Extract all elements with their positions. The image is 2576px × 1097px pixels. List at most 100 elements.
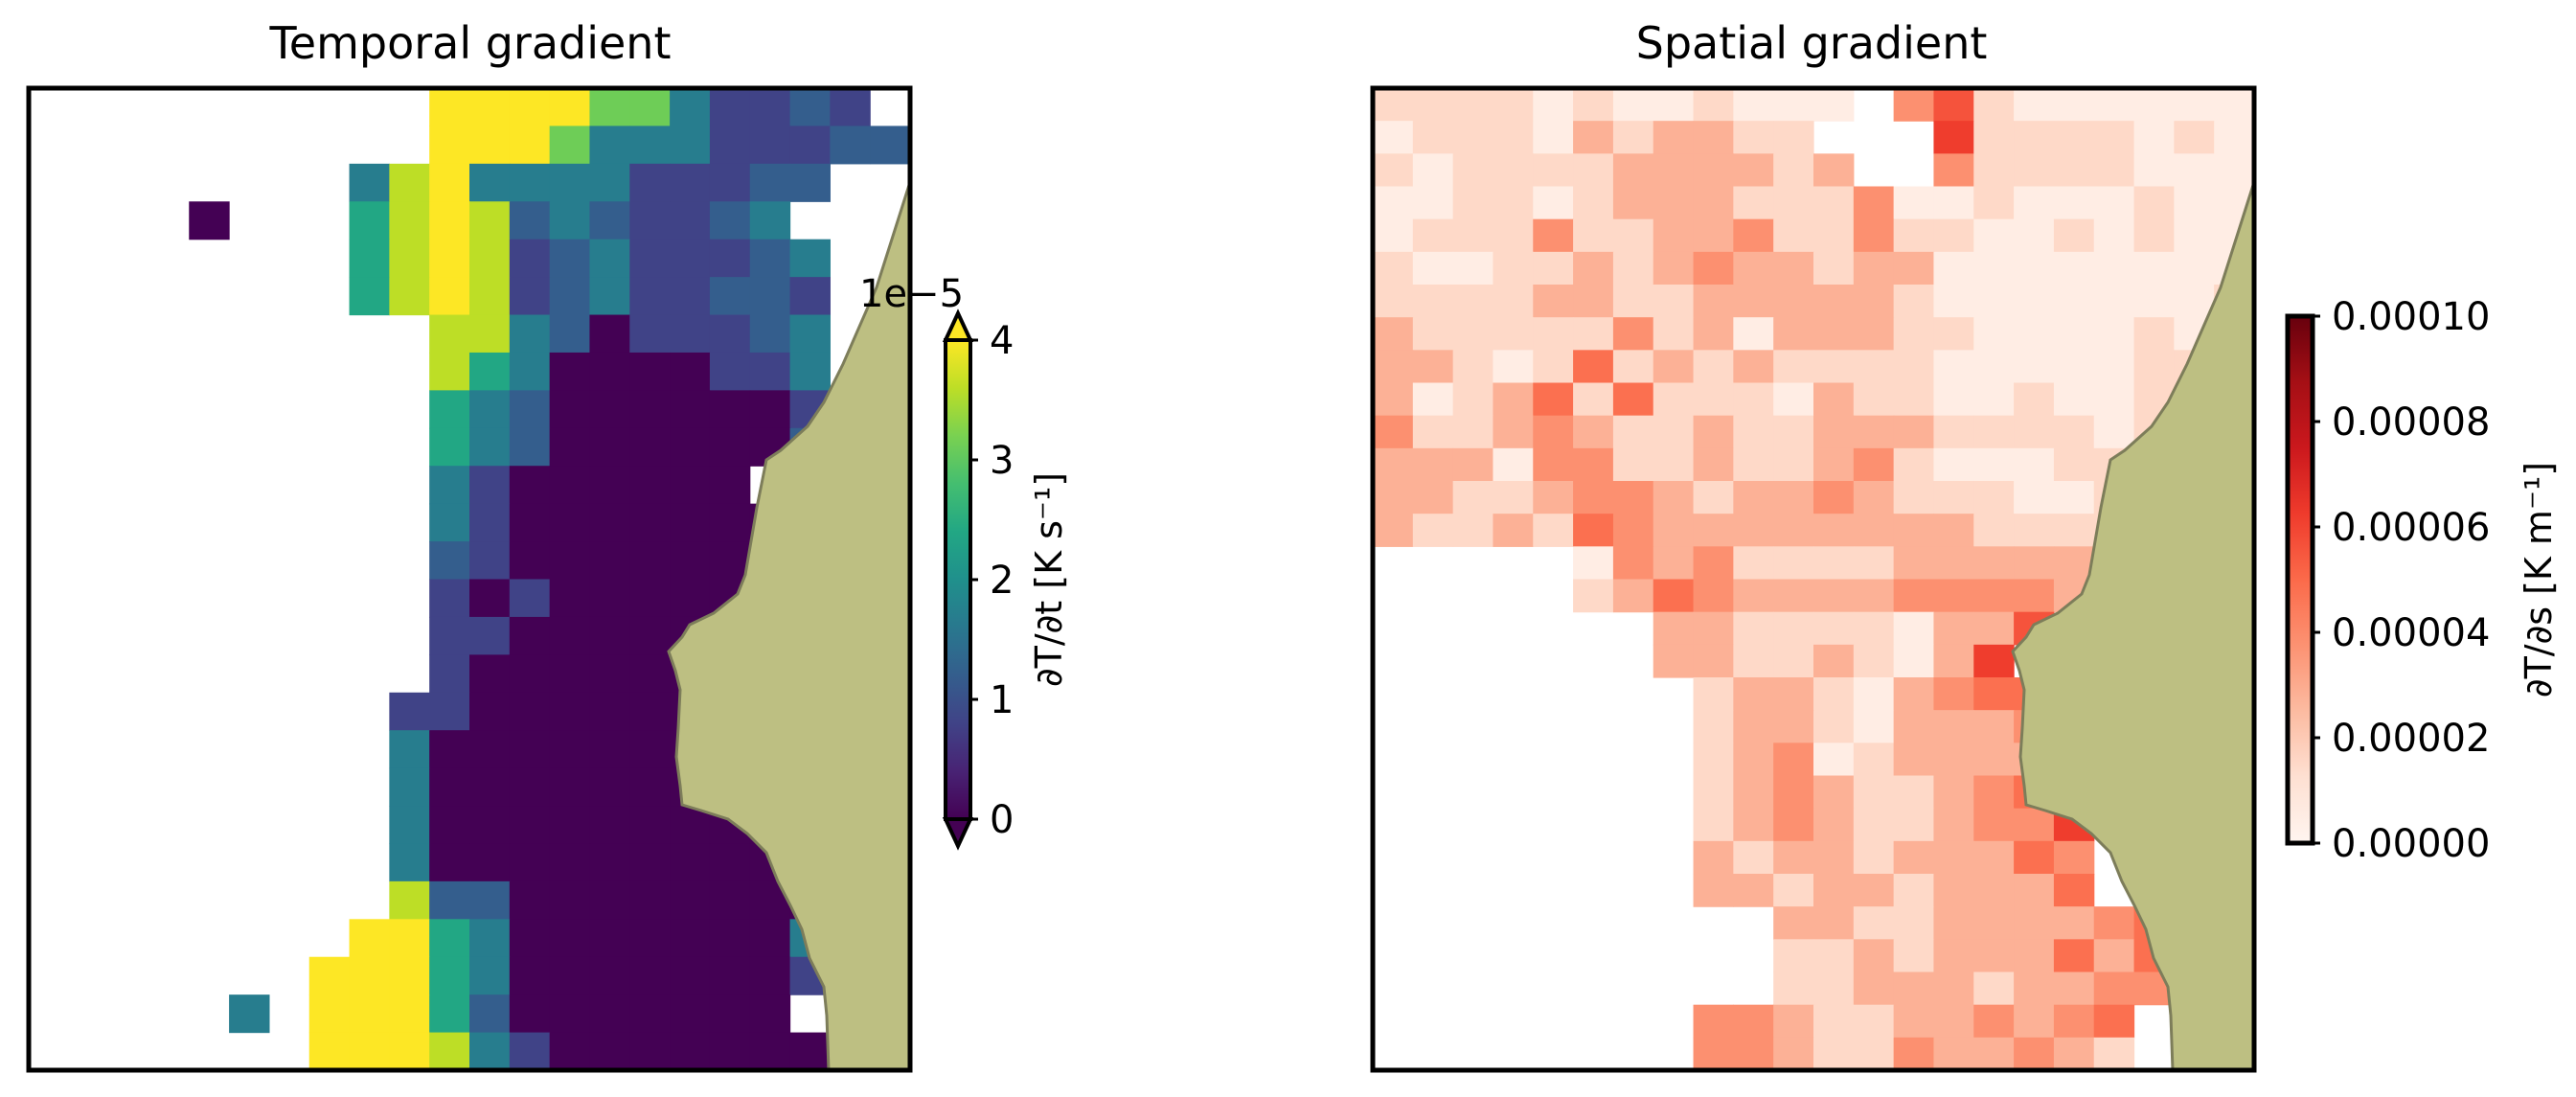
heatmap-cell (1373, 121, 1414, 154)
heatmap-cell (1893, 88, 1935, 122)
heatmap-cell (2014, 579, 2055, 613)
heatmap-cell (429, 692, 470, 731)
heatmap-cell (1493, 317, 1534, 351)
heatmap-cell (1773, 611, 1814, 646)
heatmap-cell (629, 579, 671, 618)
heatmap-cell (589, 466, 630, 505)
heatmap-cell (549, 994, 591, 1034)
heatmap-cell (549, 692, 591, 731)
heatmap-cell (1493, 218, 1534, 253)
heatmap-cell (1973, 285, 2015, 318)
coastline-left (667, 181, 912, 1072)
heatmap-cell (629, 654, 671, 694)
heatmap-cell (1693, 481, 1734, 514)
heatmap-cell (1693, 874, 1734, 907)
heatmap-cell (1373, 186, 1414, 220)
heatmap-cell (1893, 317, 1935, 351)
heatmap-cell (1933, 611, 1974, 646)
heatmap-cell (2174, 218, 2215, 253)
heatmap-cell (749, 277, 791, 316)
colorbar-offset-text: 1e−5 (859, 272, 964, 316)
heatmap-cell (509, 843, 551, 882)
heatmap-cell (469, 692, 511, 731)
heatmap-cell (1813, 382, 1855, 417)
heatmap-cell (469, 239, 511, 278)
heatmap-cell (1773, 447, 1814, 482)
heatmap-cell (1893, 251, 1935, 286)
heatmap-cell (1733, 218, 1774, 253)
heatmap-cell (549, 654, 591, 694)
heatmap-cell (1933, 121, 1974, 154)
heatmap-cell (389, 843, 430, 882)
heatmap-cell (1373, 447, 1414, 482)
heatmap-cell (349, 956, 390, 995)
heatmap-cell (1973, 710, 2015, 743)
heatmap-cell (1973, 415, 2015, 449)
heatmap-cell (1693, 350, 1734, 384)
heatmap-cell (1693, 153, 1734, 188)
heatmap-cell (1893, 710, 1935, 743)
heatmap-cell (1612, 514, 1654, 547)
heatmap-cell (749, 314, 791, 354)
heatmap-cell (469, 730, 511, 769)
heatmap-cell (2093, 906, 2135, 940)
heatmap-cell (1933, 971, 1974, 1006)
heatmap-cell (349, 919, 390, 958)
heatmap-cell (1573, 121, 1614, 154)
heatmap-cell (670, 352, 711, 391)
heatmap-cell (1933, 317, 1974, 351)
heatmap-cell (709, 541, 751, 581)
heatmap-cell (789, 277, 831, 316)
heatmap-cell (1573, 579, 1614, 613)
heatmap-cell (1893, 743, 1935, 777)
heatmap-cell (1412, 382, 1454, 417)
heatmap-cell (1853, 1004, 1895, 1039)
heatmap-cell (2053, 1037, 2095, 1071)
heatmap-cell (1813, 546, 1855, 581)
heatmap-cell (1853, 218, 1895, 253)
heatmap-cell (1813, 218, 1855, 253)
heatmap-cell (1853, 382, 1895, 417)
heatmap-cell (2014, 1037, 2055, 1071)
heatmap-cell (429, 1032, 470, 1071)
heatmap-cell (2053, 874, 2095, 907)
heatmap-cell (1853, 285, 1895, 318)
heatmap-cell (549, 163, 591, 202)
heatmap-cell (2053, 481, 2095, 514)
colorbar-label-spatial: ∂T/∂s [K m⁻¹] (2518, 462, 2560, 697)
heatmap-cell (429, 843, 470, 882)
heatmap-cell (2053, 906, 2095, 940)
heatmap-cell (1933, 88, 1974, 122)
heatmap-cell (749, 126, 791, 165)
heatmap-cell (1893, 546, 1935, 581)
heatmap-cell (1693, 743, 1734, 777)
heatmap-cell (1733, 415, 1774, 449)
heatmap-cell (670, 239, 711, 278)
heatmap-cell (469, 654, 511, 694)
colorbar-tick-label: 0.00008 (2332, 400, 2490, 445)
heatmap-cell (469, 806, 511, 845)
colorbar-frame-spatial (2285, 313, 2315, 846)
heatmap-cell (549, 277, 591, 316)
chart-title-spatial: Spatial gradient (1635, 17, 1988, 69)
heatmap-cell (2014, 285, 2055, 318)
heatmap-cell (1373, 218, 1414, 253)
heatmap-cell (308, 956, 351, 995)
heatmap-cell (1973, 939, 2015, 973)
heatmap-cell (469, 616, 511, 655)
heatmap-cell (429, 427, 470, 467)
heatmap-cell (1693, 186, 1734, 220)
heatmap-cell (1693, 251, 1734, 286)
heatmap-cell (2214, 121, 2255, 154)
heatmap-cell (549, 806, 591, 845)
heatmap-cell (2133, 317, 2175, 351)
heatmap-cell (1653, 644, 1695, 678)
heatmap-cell (1853, 644, 1895, 678)
heatmap-cell (2053, 350, 2095, 384)
heatmap-cell (670, 956, 711, 995)
heatmap-cell (429, 956, 470, 995)
heatmap-cell (469, 579, 511, 618)
heatmap-cell (2093, 88, 2135, 122)
heatmap-cell (1773, 939, 1814, 973)
